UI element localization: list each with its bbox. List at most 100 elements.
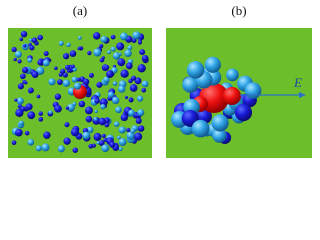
sphere: [19, 37, 24, 42]
sphere: [87, 50, 92, 56]
sphere: [17, 59, 22, 64]
sphere: [117, 58, 126, 67]
sphere: [118, 146, 123, 151]
sphere: [11, 140, 17, 146]
sphere: [126, 127, 131, 133]
sphere: [20, 73, 26, 80]
sphere: [64, 122, 70, 128]
sphere: [110, 34, 116, 40]
sphere: [77, 35, 82, 40]
sphere: [120, 113, 128, 122]
sphere: [115, 106, 122, 114]
sphere: [78, 100, 86, 108]
sphere: [135, 117, 142, 124]
panel-label: (a): [73, 3, 87, 18]
sphere: [118, 138, 127, 146]
sphere: [16, 97, 24, 105]
sphere: [124, 95, 129, 100]
sphere: [60, 68, 66, 74]
sphere: [120, 69, 129, 78]
sphere: [100, 103, 106, 110]
sphere: [111, 96, 120, 105]
sphere: [54, 93, 62, 100]
sphere: [182, 76, 199, 93]
sphere: [93, 132, 102, 141]
sphere: [62, 72, 69, 78]
sphere: [128, 78, 133, 84]
panel-label: (b): [231, 3, 246, 18]
sphere: [58, 40, 64, 46]
sphere-cloud: [11, 30, 149, 153]
sphere: [87, 126, 94, 134]
sphere: [85, 115, 93, 123]
sphere: [82, 131, 91, 140]
sphere: [23, 44, 27, 48]
figure: (a) (b) E: [8, 3, 312, 158]
field-arrowhead: [299, 92, 306, 98]
sphere: [43, 50, 49, 57]
sphere: [101, 56, 105, 60]
sphere: [76, 77, 81, 82]
sphere: [191, 119, 210, 138]
sphere: [57, 79, 63, 85]
sphere: [41, 143, 50, 152]
sphere: [107, 50, 111, 55]
sphere: [100, 35, 108, 43]
sphere: [117, 135, 121, 140]
sphere: [13, 57, 17, 62]
sphere: [70, 64, 75, 69]
sphere: [118, 126, 126, 134]
sphere: [48, 110, 53, 115]
sphere: [65, 106, 70, 110]
sphere: [67, 103, 75, 112]
sphere: [23, 80, 28, 85]
sphere: [101, 133, 106, 138]
sphere: [54, 104, 62, 113]
sphere: [89, 72, 94, 78]
sphere: [124, 49, 132, 58]
sphere: [226, 68, 239, 82]
sphere: [211, 114, 229, 132]
sphere: [85, 106, 93, 115]
sphere: [35, 145, 42, 152]
sphere: [38, 111, 43, 116]
sphere: [112, 52, 121, 60]
sphere: [63, 55, 68, 59]
sphere: [128, 109, 135, 117]
sphere: [62, 79, 71, 87]
sphere: [14, 50, 22, 58]
sphere: [130, 128, 136, 134]
sphere: [28, 38, 33, 42]
sphere: [14, 98, 18, 102]
sphere: [119, 32, 128, 41]
sphere: [137, 64, 146, 73]
sphere: [63, 137, 71, 145]
sphere: [141, 87, 147, 93]
sphere: [132, 31, 141, 40]
sphere: [244, 82, 262, 99]
sphere: [38, 116, 44, 122]
sphere: [31, 71, 39, 78]
sphere: [94, 109, 98, 114]
sphere: [94, 98, 100, 104]
sphere: [107, 91, 115, 98]
sphere: [70, 128, 80, 137]
sphere: [42, 59, 50, 67]
sphere: [204, 56, 221, 73]
sphere: [48, 78, 56, 86]
sphere: [37, 59, 43, 66]
sphere: [69, 50, 77, 57]
field-label: E: [293, 75, 302, 90]
sphere: [98, 140, 105, 147]
sphere: [106, 70, 114, 78]
sphere: [109, 141, 116, 148]
sphere: [57, 145, 65, 153]
sphere: [36, 66, 45, 75]
sphere: [24, 130, 30, 136]
sphere: [25, 103, 33, 111]
sphere: [104, 122, 110, 128]
sphere: [129, 84, 138, 92]
sphere: [103, 64, 110, 71]
sphere: [98, 117, 107, 126]
sphere: [77, 46, 82, 51]
